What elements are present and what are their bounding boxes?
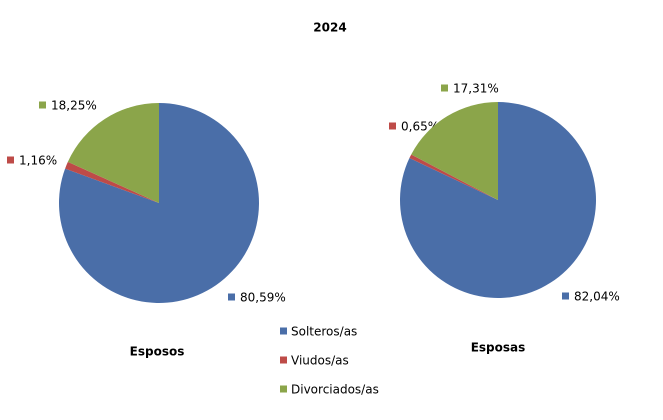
legend-label: Viudos/as: [291, 354, 349, 368]
label-marker: [389, 122, 396, 130]
label-marker: [228, 293, 235, 301]
data-label: 18,25%: [51, 99, 97, 113]
legend-marker: [280, 356, 287, 364]
pie-label: Esposos: [130, 345, 185, 359]
label-marker: [562, 292, 569, 300]
pie-slice: [67, 103, 159, 203]
label-marker: [7, 156, 14, 164]
pie-label: Esposas: [471, 341, 526, 355]
pie-slice: [399, 102, 596, 298]
pie-slice: [65, 161, 159, 203]
data-label: 80,59%: [240, 291, 286, 305]
pie-slice: [409, 154, 498, 200]
chart-title: 2024: [313, 21, 346, 35]
label-marker: [39, 101, 46, 109]
data-label: 82,04%: [574, 290, 620, 304]
legend-marker: [280, 385, 287, 393]
label-marker: [441, 84, 448, 92]
data-label: 1,16%: [19, 154, 57, 168]
legend-label: Solteros/as: [291, 325, 357, 339]
legend-marker: [280, 327, 287, 335]
pie-slice: [411, 102, 498, 200]
legend-label: Divorciados/as: [291, 383, 379, 397]
data-label: 17,31%: [453, 82, 499, 96]
